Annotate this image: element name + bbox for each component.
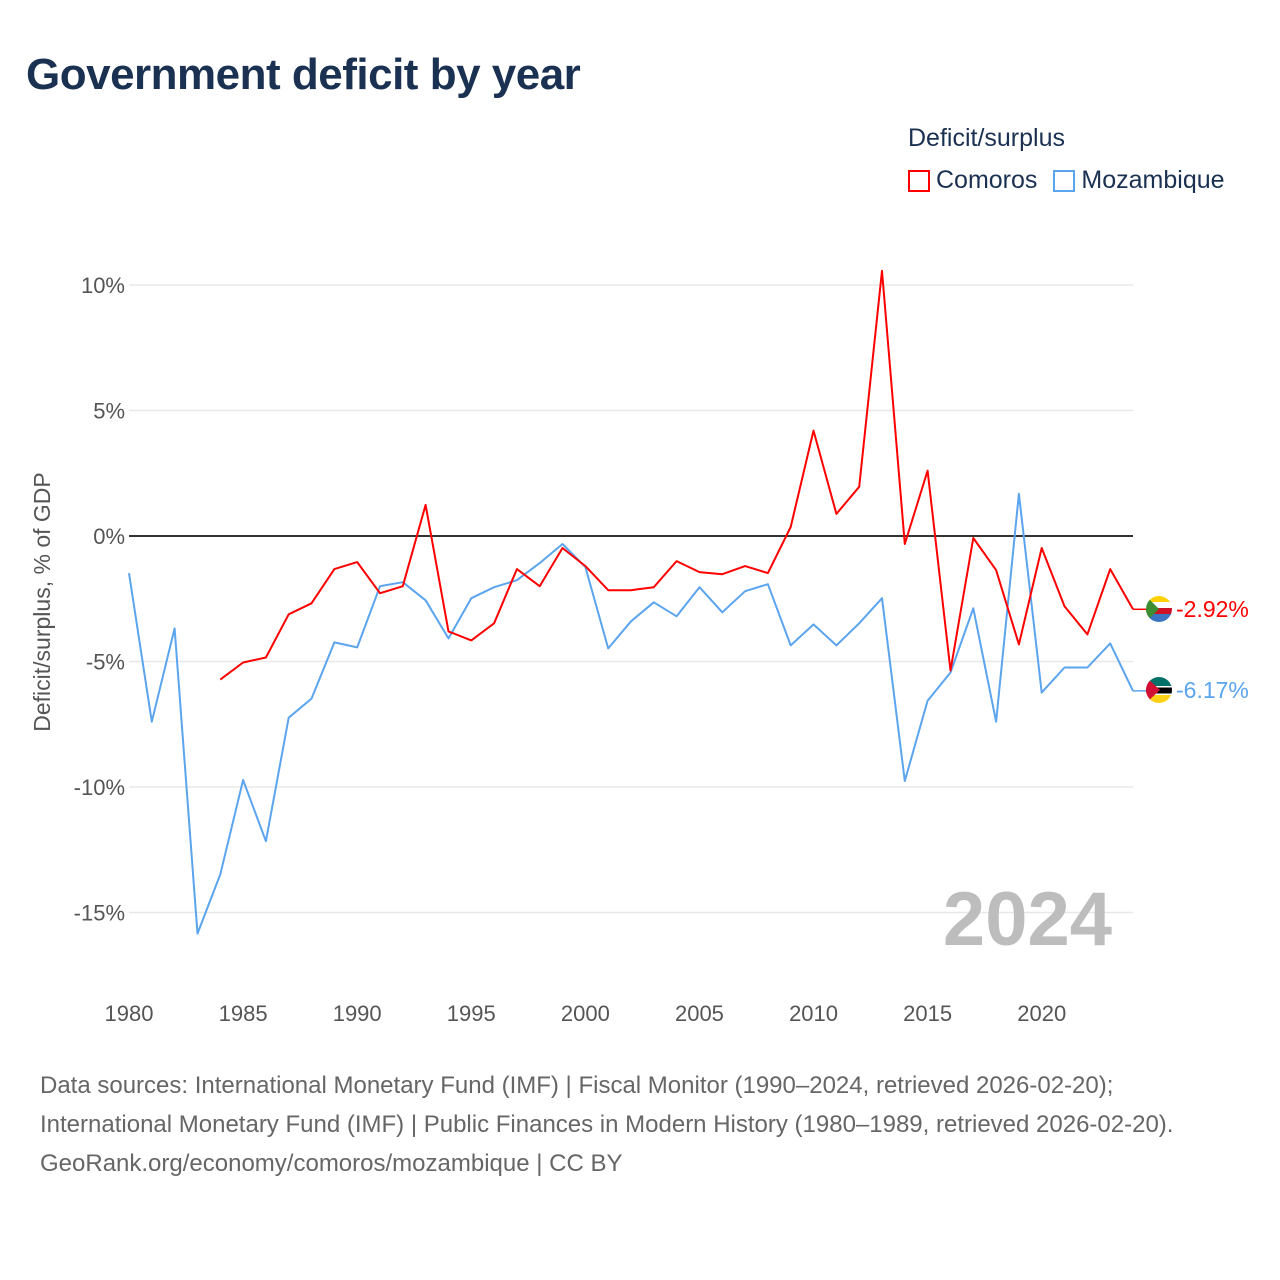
comoros-flag-icon (1146, 596, 1172, 622)
x-tick-label: 2005 (675, 1001, 724, 1026)
gridlines (129, 284, 1133, 914)
y-axis-label: Deficit/surplus, % of GDP (29, 472, 55, 731)
legend-item-comoros[interactable]: Comoros (908, 166, 1037, 195)
y-axis: 10% 5% 0% -5% -10% -15% (74, 273, 125, 926)
x-tick-label: 1980 (105, 1001, 154, 1026)
x-tick-label: 2000 (561, 1001, 610, 1026)
legend-swatch-comoros (908, 169, 930, 192)
series-line-mozambique (128, 492, 1134, 935)
y-tick-label: 10% (81, 273, 125, 298)
legend-label: Comoros (936, 166, 1038, 194)
x-tick-label: 1990 (333, 1001, 382, 1026)
legend: Comoros Mozambique (908, 166, 1241, 195)
x-tick-label: 1985 (219, 1001, 268, 1026)
legend-label: Mozambique (1081, 166, 1225, 194)
sources-text: Data sources: International Monetary Fun… (40, 1072, 1174, 1138)
x-tick-label: 2015 (903, 1001, 952, 1026)
mozambique-end-label: -6.17% (1176, 677, 1249, 703)
legend-title: Deficit/surplus (908, 124, 1065, 152)
x-tick-label: 2020 (1017, 1001, 1066, 1026)
x-axis: 1980 1985 1990 1995 2000 2005 2010 2015 2020 (105, 1001, 1067, 1026)
end-markers (1146, 596, 1172, 703)
y-tick-label: -15% (74, 901, 125, 926)
year-label: 2024 (943, 877, 1112, 962)
x-tick-label: 2010 (789, 1001, 838, 1026)
y-tick-label: 0% (93, 524, 125, 549)
attribution-link[interactable]: GeoRank.org/economy/comoros/mozambique |… (40, 1150, 623, 1177)
legend-swatch-mozambique (1053, 169, 1076, 192)
y-tick-label: -5% (86, 650, 125, 675)
comoros-end-label: -2.92% (1176, 596, 1249, 622)
y-tick-label: -10% (74, 775, 125, 800)
series-line-comoros (219, 269, 1134, 681)
mozambique-flag-icon (1146, 677, 1172, 703)
x-tick-label: 1995 (447, 1001, 496, 1026)
data-sources: Data sources: International Monetary Fun… (40, 1066, 1240, 1183)
chart-title: Government deficit by year (26, 50, 581, 99)
series-lines (128, 269, 1146, 935)
y-tick-label: 5% (93, 399, 125, 424)
legend-item-mozambique[interactable]: Mozambique (1053, 166, 1225, 195)
